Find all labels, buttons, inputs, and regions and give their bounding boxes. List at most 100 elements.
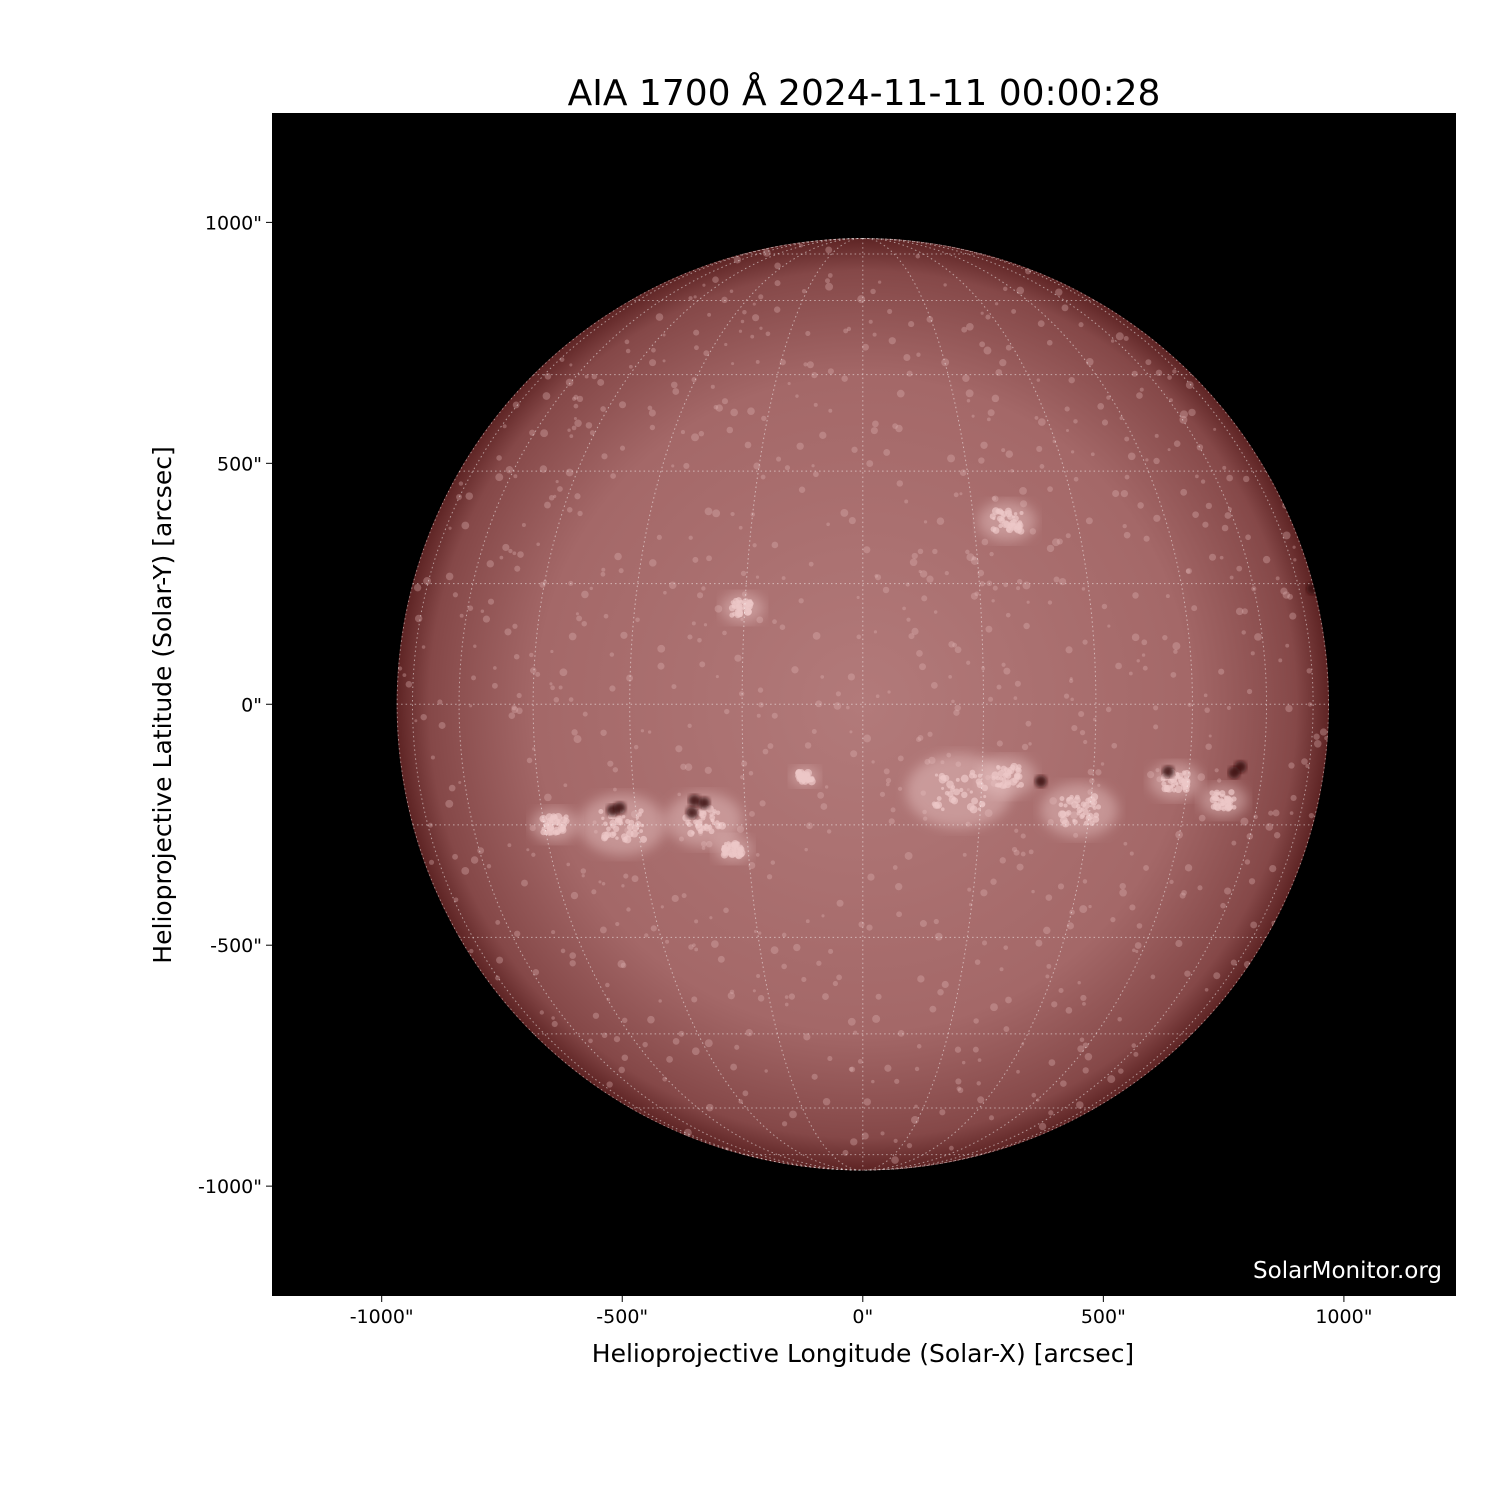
network-bright-point	[688, 535, 693, 540]
network-bright-point	[568, 697, 574, 702]
network-bright-point	[1143, 865, 1149, 871]
plage-patch	[617, 818, 622, 823]
network-bright-point	[890, 807, 896, 813]
network-bright-point	[954, 704, 961, 712]
network-bright-point	[619, 445, 626, 451]
network-bright-point	[721, 398, 729, 405]
network-bright-point	[1095, 769, 1102, 776]
network-bright-point	[868, 319, 873, 324]
network-bright-point	[752, 989, 756, 993]
network-bright-point	[672, 1037, 680, 1045]
network-bright-point	[835, 691, 842, 697]
network-bright-point	[941, 980, 949, 989]
network-bright-point	[977, 569, 985, 577]
network-bright-point	[1150, 974, 1156, 980]
network-bright-point	[1285, 704, 1293, 713]
network-bright-point	[841, 375, 848, 382]
network-bright-point	[897, 755, 904, 762]
plage-patch	[611, 831, 617, 837]
network-bright-point	[936, 517, 945, 525]
plage-patch	[700, 825, 707, 832]
network-bright-point	[1248, 878, 1256, 885]
plage-patch	[559, 826, 567, 834]
network-bright-point	[565, 378, 574, 387]
plage-patch	[992, 527, 1000, 534]
plage-region	[790, 766, 820, 787]
network-bright-point	[588, 1038, 593, 1044]
plage-patch	[936, 804, 941, 809]
network-bright-point	[791, 666, 799, 674]
network-bright-point	[850, 1138, 858, 1146]
network-bright-point	[757, 995, 765, 1002]
network-bright-point	[1179, 415, 1188, 424]
network-bright-point	[937, 988, 944, 996]
network-bright-point	[941, 358, 950, 367]
network-bright-point	[847, 1017, 856, 1026]
network-bright-point	[617, 960, 626, 968]
network-bright-point	[798, 486, 806, 493]
plage-patch	[1175, 772, 1180, 777]
plage-patch	[969, 769, 976, 776]
plage-patch	[1080, 812, 1086, 818]
network-bright-point	[1117, 1017, 1122, 1022]
plage-patch	[1164, 786, 1170, 793]
plage-patch	[1219, 793, 1224, 798]
network-bright-point	[511, 706, 519, 714]
network-bright-point	[752, 314, 760, 322]
network-bright-point	[635, 617, 640, 623]
network-bright-point	[966, 399, 971, 403]
network-bright-point	[1084, 1052, 1093, 1061]
plage-patch	[1090, 793, 1099, 801]
network-bright-point	[691, 621, 696, 626]
network-bright-point	[623, 873, 629, 879]
network-bright-point	[495, 473, 504, 482]
network-bright-point	[1133, 1051, 1139, 1057]
plage-patch	[948, 795, 957, 804]
network-bright-point	[620, 631, 628, 639]
network-bright-point	[1124, 474, 1130, 480]
network-bright-point	[729, 989, 735, 995]
network-bright-point	[668, 581, 677, 589]
plage-region	[978, 500, 1036, 542]
network-bright-point	[1107, 1075, 1116, 1084]
network-bright-point	[605, 982, 610, 988]
network-bright-point	[1131, 370, 1138, 377]
network-bright-point	[906, 617, 911, 622]
network-bright-point	[603, 613, 609, 619]
network-bright-point	[470, 856, 479, 864]
network-bright-point	[618, 401, 627, 409]
plage-patch	[1004, 779, 1011, 786]
network-bright-point	[858, 921, 865, 928]
network-bright-point	[543, 579, 548, 584]
plage-patch	[640, 835, 648, 843]
network-bright-point	[757, 931, 762, 935]
network-bright-point	[1080, 994, 1087, 1002]
network-bright-point	[1065, 533, 1071, 539]
plage-patch	[739, 852, 745, 858]
network-bright-point	[1071, 724, 1078, 732]
network-bright-point	[822, 993, 829, 1000]
network-bright-point	[1200, 479, 1206, 484]
network-bright-point	[996, 740, 1003, 747]
network-bright-point	[1196, 444, 1204, 451]
network-bright-point	[458, 481, 464, 486]
network-bright-point	[717, 955, 725, 963]
network-bright-point	[560, 948, 566, 954]
network-bright-point	[873, 630, 878, 634]
network-bright-point	[1034, 416, 1039, 420]
heliographic-grid	[396, 238, 1329, 1171]
network-bright-point	[988, 1115, 995, 1121]
network-bright-point	[784, 465, 791, 471]
network-bright-point	[1070, 450, 1075, 454]
network-bright-point	[926, 575, 934, 583]
plage-patch	[944, 790, 950, 796]
network-bright-point	[972, 1046, 979, 1053]
plage-patch	[694, 820, 703, 829]
network-bright-point	[784, 995, 789, 999]
network-bright-point	[710, 384, 715, 389]
network-bright-point	[1145, 359, 1152, 366]
plage-patch	[709, 814, 716, 821]
network-bright-point	[1016, 586, 1021, 591]
network-bright-point	[569, 363, 573, 367]
network-bright-point	[1198, 814, 1206, 822]
